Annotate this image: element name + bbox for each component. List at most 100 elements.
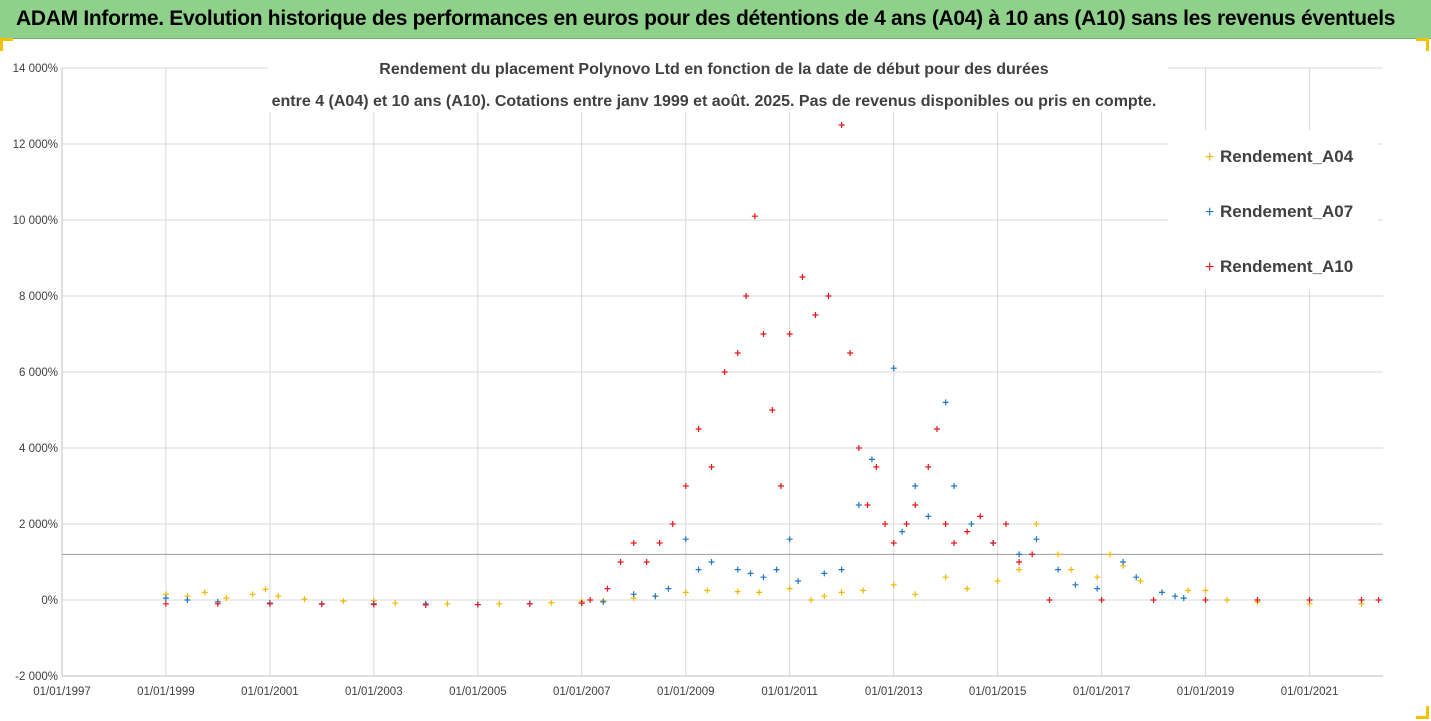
data-point	[1224, 597, 1231, 603]
chart-title-background	[268, 54, 1168, 112]
data-point	[847, 350, 854, 356]
data-point	[1094, 585, 1101, 592]
data-point	[1185, 587, 1192, 594]
data-point	[968, 521, 975, 527]
data-point	[1133, 574, 1140, 581]
data-point	[695, 426, 702, 432]
data-point	[301, 596, 308, 603]
data-point	[665, 585, 672, 592]
data-point	[1055, 551, 1062, 558]
series-rendement-a07	[162, 365, 1187, 608]
data-point	[890, 581, 897, 588]
data-point	[799, 274, 806, 280]
data-point	[526, 600, 533, 607]
data-point	[392, 600, 399, 607]
data-point	[708, 559, 715, 565]
y-tick-label: 14 000%	[13, 63, 58, 75]
legend-item-a07: + Rendement_A07	[1205, 202, 1353, 221]
data-point	[1029, 551, 1036, 558]
data-point	[422, 601, 429, 608]
legend-label-a04: Rendement_A04	[1220, 147, 1354, 166]
data-point	[838, 589, 845, 596]
legend-marker-a10: +	[1205, 259, 1214, 276]
x-tick-label: 01/01/2003	[345, 686, 403, 698]
data-point	[201, 589, 208, 596]
data-point	[734, 350, 741, 356]
data-point	[1068, 566, 1075, 573]
chart-title-line-1: Rendement du placement Polynovo Ltd en f…	[379, 61, 1049, 78]
data-point	[249, 591, 256, 598]
data-point	[743, 293, 750, 299]
data-point	[1016, 559, 1023, 565]
data-point	[734, 566, 741, 573]
data-point	[262, 586, 269, 593]
data-point	[838, 566, 845, 573]
data-point	[860, 587, 867, 594]
data-point	[548, 599, 555, 606]
data-point	[1180, 595, 1187, 602]
data-point	[786, 536, 793, 543]
data-point	[604, 585, 611, 592]
chart-title-line-2: entre 4 (A04) et 10 ans (A10). Cotations…	[272, 93, 1157, 110]
data-point	[630, 540, 637, 546]
y-tick-label: 10 000%	[13, 215, 58, 227]
data-point	[942, 521, 949, 527]
data-point	[825, 293, 832, 299]
legend-marker-a07: +	[1205, 204, 1214, 221]
x-tick-label: 01/01/2007	[553, 686, 611, 698]
data-point	[578, 600, 585, 607]
data-point	[795, 578, 802, 584]
legend-label-a07: Rendement_A07	[1220, 202, 1353, 221]
x-tick-label: 01/01/2011	[761, 686, 818, 698]
data-point	[751, 213, 758, 220]
data-point	[630, 591, 637, 598]
data-point	[990, 540, 997, 546]
y-tick-label: 8 000%	[19, 291, 58, 303]
data-point	[444, 600, 451, 607]
selection-corner-top-left	[0, 38, 13, 51]
data-point	[600, 598, 607, 605]
data-point	[890, 540, 897, 546]
data-point	[773, 566, 780, 573]
legend-item-a04: + Rendement_A04	[1205, 147, 1354, 166]
y-tick-label: 2 000%	[19, 519, 58, 531]
data-point	[855, 445, 862, 451]
x-tick-label: 01/01/2019	[1177, 686, 1235, 698]
data-point	[721, 369, 728, 375]
data-point	[777, 483, 784, 489]
data-point	[370, 601, 377, 608]
data-point	[652, 593, 659, 600]
data-point	[756, 589, 763, 596]
data-point	[1016, 551, 1023, 558]
data-point	[734, 588, 741, 595]
x-tick-label: 01/01/2021	[1281, 686, 1339, 698]
data-point	[786, 331, 793, 337]
data-point	[682, 536, 689, 543]
data-point	[864, 502, 871, 508]
data-point	[1003, 521, 1009, 527]
data-point	[821, 570, 828, 577]
data-point	[760, 574, 767, 581]
data-point	[643, 559, 650, 565]
x-axis-ticks: 01/01/1997 01/01/1999 01/01/2001 01/01/2003…	[33, 686, 1338, 698]
x-tick-label: 01/01/2017	[1073, 686, 1131, 698]
data-point	[786, 585, 793, 592]
data-point	[669, 521, 676, 527]
y-tick-label: -2 000%	[15, 671, 58, 683]
data-point	[695, 566, 702, 573]
data-point	[1033, 536, 1040, 543]
data-point	[994, 578, 1001, 584]
data-point	[704, 587, 711, 594]
data-point	[682, 589, 689, 596]
y-tick-label: 6 000%	[19, 367, 58, 379]
data-point	[925, 513, 932, 520]
data-point	[340, 598, 347, 605]
data-point	[977, 513, 984, 520]
grid-lines	[61, 67, 1383, 677]
data-point	[964, 585, 971, 592]
data-point	[1358, 597, 1365, 603]
data-point	[912, 591, 919, 598]
data-point	[964, 528, 971, 535]
x-tick-label: 01/01/2013	[865, 686, 923, 698]
selection-corner-top-right	[1416, 38, 1429, 51]
